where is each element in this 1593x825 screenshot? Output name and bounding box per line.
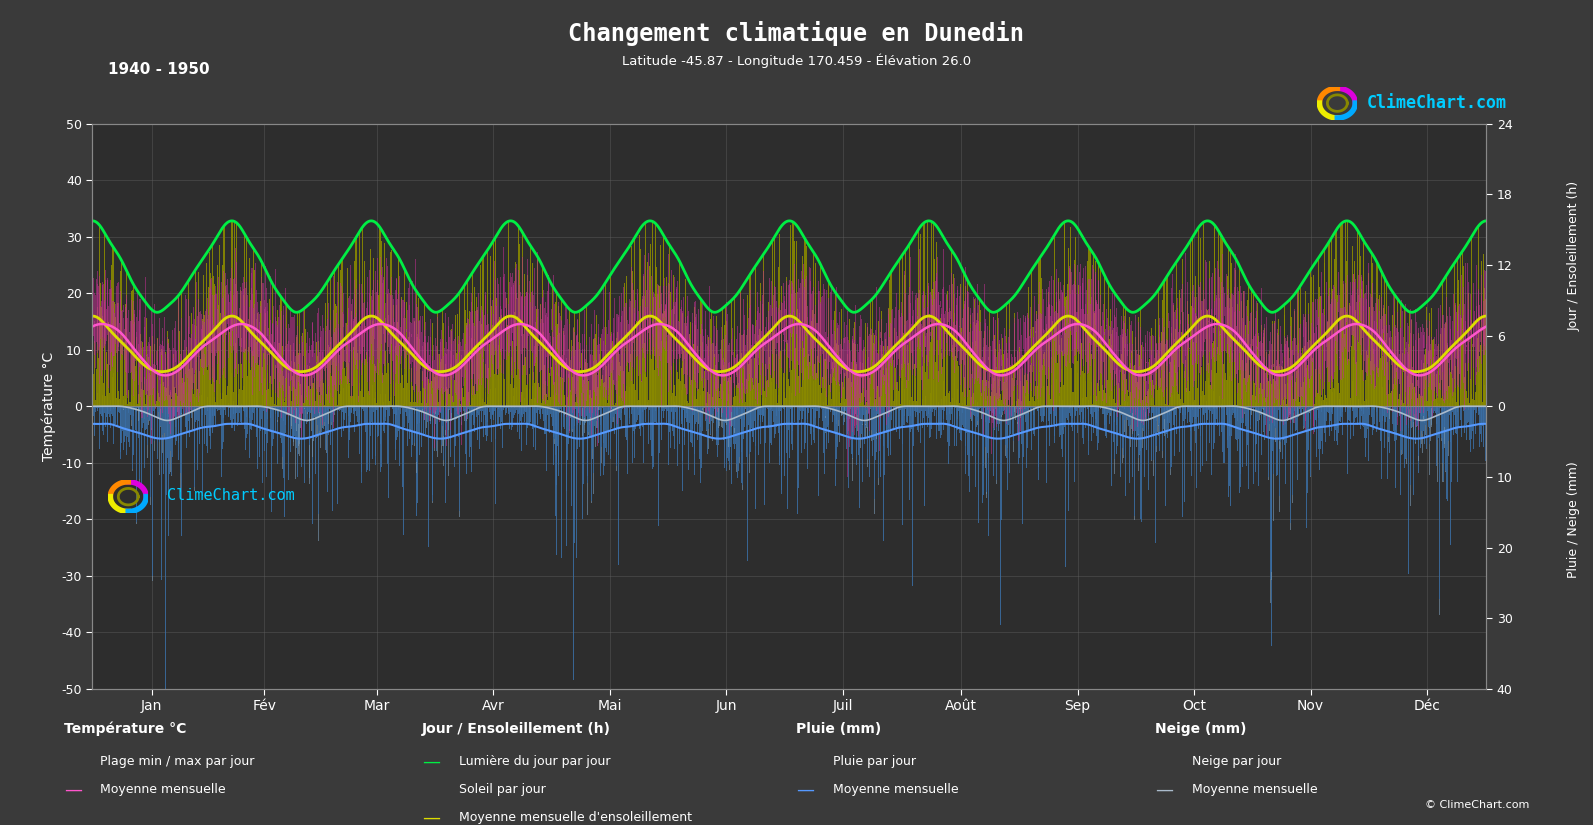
Text: ClimeChart.com: ClimeChart.com — [1367, 94, 1507, 112]
Text: —: — — [422, 808, 440, 825]
Text: —: — — [422, 752, 440, 771]
Text: Latitude -45.87 - Longitude 170.459 - Élévation 26.0: Latitude -45.87 - Longitude 170.459 - Él… — [621, 54, 972, 68]
Text: —: — — [64, 780, 81, 799]
Text: Pluie (mm): Pluie (mm) — [796, 722, 883, 736]
Text: Neige par jour: Neige par jour — [1192, 755, 1281, 768]
Text: Moyenne mensuelle d'ensoleillement: Moyenne mensuelle d'ensoleillement — [459, 811, 691, 824]
Text: © ClimeChart.com: © ClimeChart.com — [1424, 800, 1529, 810]
Text: Moyenne mensuelle: Moyenne mensuelle — [100, 783, 226, 796]
Text: Lumière du jour par jour: Lumière du jour par jour — [459, 755, 610, 768]
Text: Changement climatique en Dunedin: Changement climatique en Dunedin — [569, 21, 1024, 45]
Text: Soleil par jour: Soleil par jour — [459, 783, 545, 796]
Text: ClimeChart.com: ClimeChart.com — [167, 488, 295, 502]
Text: Pluie par jour: Pluie par jour — [833, 755, 916, 768]
Text: Température °C: Température °C — [64, 722, 186, 737]
Text: —: — — [796, 780, 814, 799]
Text: Neige (mm): Neige (mm) — [1155, 722, 1246, 736]
Text: Jour / Ensoleillement (h): Jour / Ensoleillement (h) — [422, 722, 612, 736]
Text: Jour / Ensoleillement (h): Jour / Ensoleillement (h) — [1568, 181, 1580, 331]
Text: 1940 - 1950: 1940 - 1950 — [108, 62, 210, 77]
Text: Moyenne mensuelle: Moyenne mensuelle — [1192, 783, 1317, 796]
Text: Plage min / max par jour: Plage min / max par jour — [100, 755, 255, 768]
Text: —: — — [1155, 780, 1172, 799]
Text: Moyenne mensuelle: Moyenne mensuelle — [833, 783, 959, 796]
Text: Pluie / Neige (mm): Pluie / Neige (mm) — [1568, 461, 1580, 578]
Y-axis label: Température °C: Température °C — [41, 351, 56, 461]
